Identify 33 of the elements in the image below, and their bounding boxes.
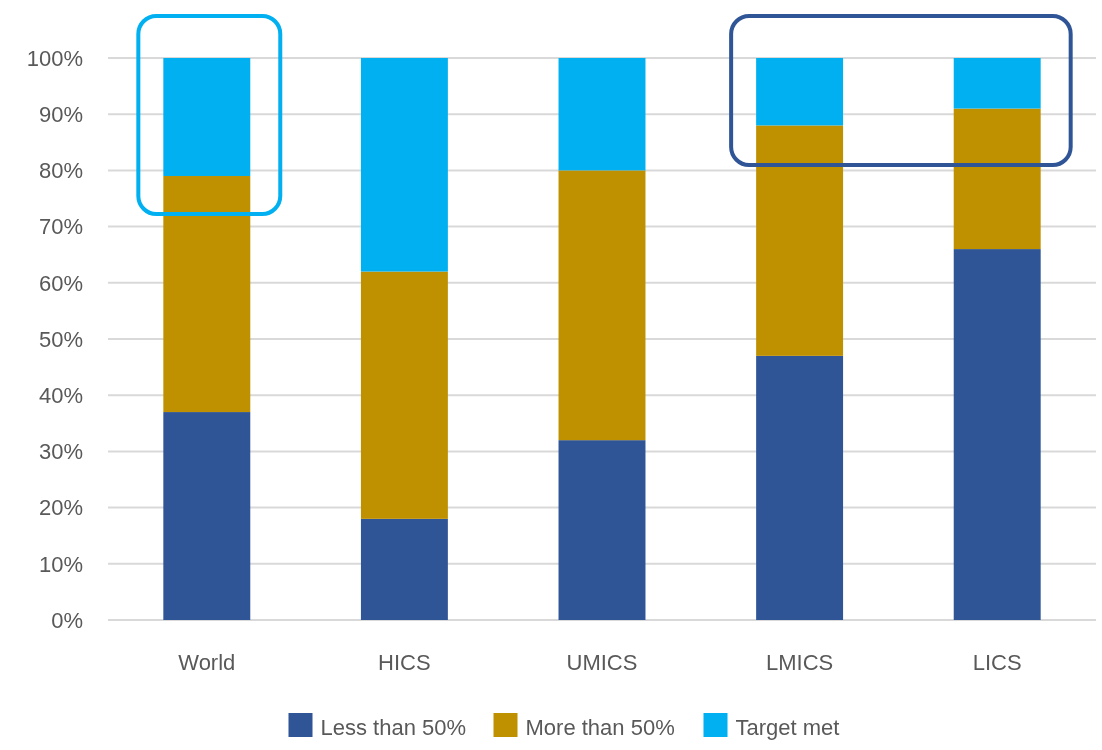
y-tick-label: 10% (38, 551, 83, 577)
x-tick-label: LICS (972, 650, 1022, 675)
bar (163, 412, 251, 620)
bar (953, 249, 1041, 620)
x-tick-label: HICS (378, 650, 431, 675)
y-tick-label: 100% (26, 45, 83, 71)
legend-label: Less than 50% (320, 715, 467, 740)
y-tick-label: 70% (38, 214, 83, 240)
bar (360, 271, 448, 519)
y-tick-label: 30% (38, 439, 83, 465)
bar (756, 355, 844, 620)
bar (756, 125, 844, 356)
x-tick-label: UMICS (566, 650, 638, 675)
bar (558, 170, 646, 441)
bar (558, 440, 646, 620)
bar (558, 58, 646, 171)
bar (360, 518, 448, 620)
y-tick-label: 90% (38, 101, 83, 127)
y-tick-label: 40% (38, 382, 83, 408)
y-tick-label: 60% (38, 270, 83, 296)
bar (756, 58, 844, 126)
y-tick-label: 0% (51, 607, 83, 633)
bar (953, 108, 1041, 250)
y-tick-label: 20% (38, 495, 83, 521)
legend-label: Target met (735, 715, 840, 740)
y-tick-label: 50% (38, 326, 83, 352)
bar (360, 58, 448, 272)
legend-label: More than 50% (525, 715, 675, 740)
x-tick-label: LMICS (765, 650, 834, 675)
y-tick-label: 80% (38, 158, 83, 184)
x-tick-label: World (178, 650, 236, 675)
bar (953, 58, 1041, 109)
bar (163, 58, 251, 177)
